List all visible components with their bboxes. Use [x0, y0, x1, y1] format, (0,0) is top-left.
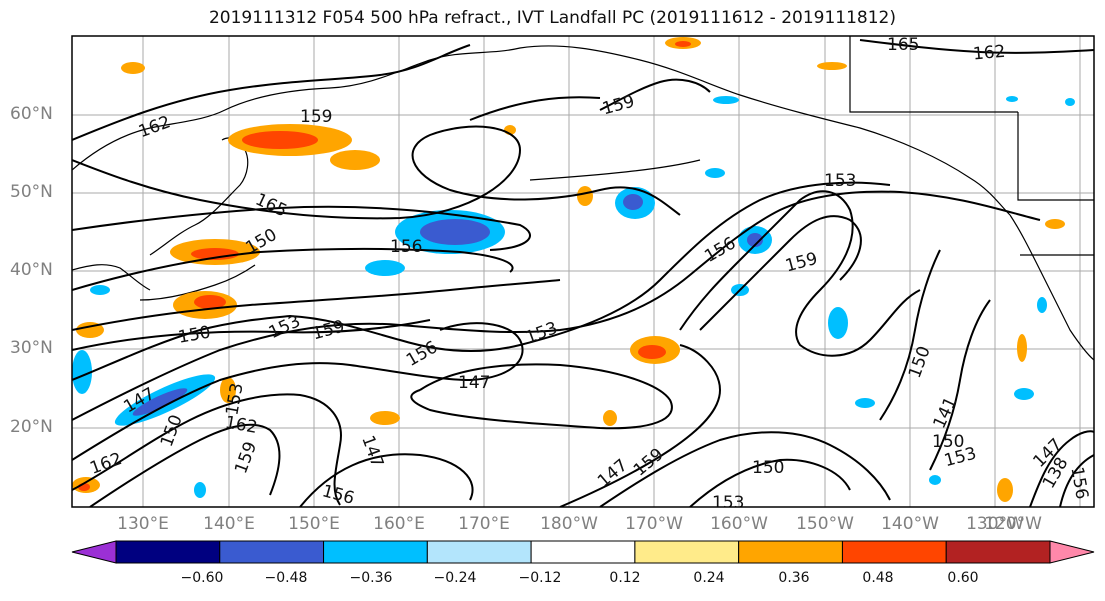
- contour-label: 162: [972, 42, 1006, 65]
- lon-label: 150°W: [796, 514, 854, 534]
- colorbar-tick-label: −0.48: [264, 570, 308, 586]
- contour-label: 156: [1066, 465, 1091, 500]
- colorbar-bin: [426, 540, 532, 564]
- colorbar-bin: [530, 540, 636, 564]
- contour-label: 153: [712, 493, 744, 513]
- lat-label: 50°N: [10, 182, 53, 202]
- map-title: 2019111312 F054 500 hPa refract., IVT La…: [208, 8, 896, 28]
- lat-label: 60°N: [10, 104, 53, 124]
- colorbar: [71, 540, 1095, 564]
- lon-label: 140°E: [203, 514, 255, 534]
- lon-label: 160°W: [710, 514, 768, 534]
- lon-label: 130°W: [966, 514, 1024, 534]
- contour-label: 159: [300, 107, 332, 127]
- colorbar-tick-label: −0.60: [180, 570, 224, 586]
- contour-label: 159: [630, 444, 668, 480]
- contour-label: 162: [136, 112, 173, 142]
- lon-label: 150°E: [288, 514, 340, 534]
- colorbar-tick-label: −0.24: [433, 570, 477, 586]
- lon-label: 170°E: [458, 514, 510, 534]
- colorbar-bin: [945, 540, 1051, 564]
- colorbar-extend-high: [1049, 540, 1095, 564]
- contour-label: 156: [390, 237, 422, 257]
- contour-label: 159: [783, 249, 820, 277]
- contour-label: 147: [458, 373, 490, 393]
- lon-label: 120°W: [984, 514, 1042, 534]
- colorbar-extend-low: [71, 540, 117, 564]
- contour-label: 153: [222, 381, 247, 416]
- colorbar-bin: [323, 540, 428, 564]
- contour-label: 153: [523, 318, 560, 348]
- lat-label: 40°N: [10, 260, 53, 280]
- height-contours: [72, 39, 1094, 507]
- contour-label: 153: [824, 171, 856, 191]
- colorbar-bin: [738, 540, 843, 564]
- contour-label: 159: [310, 317, 347, 345]
- colorbar-bin: [634, 540, 740, 564]
- contour-label: 147: [594, 455, 632, 491]
- colorbar-bin: [841, 540, 947, 564]
- colorbar-tick-label: −0.36: [349, 570, 393, 586]
- lat-label: 30°N: [10, 338, 53, 358]
- colorbar-bin: [219, 540, 325, 564]
- contour-label: 147: [357, 433, 387, 470]
- colorbar-tick-label: 0.36: [778, 570, 810, 586]
- lon-label: 140°W: [881, 514, 939, 534]
- colorbar-tick-label: 0.24: [693, 570, 725, 586]
- lon-label: 180°W: [540, 514, 598, 534]
- lon-label: 130°E: [117, 514, 169, 534]
- lon-label: 160°E: [373, 514, 425, 534]
- contour-label: 150: [932, 432, 964, 452]
- contour-labels: 162 165 159 162 165 159 156 153 156 159 …: [87, 35, 1091, 513]
- colorbar-tick-label: 0.48: [862, 570, 894, 586]
- contour-label: 165: [252, 190, 290, 222]
- anomaly-shading: [72, 37, 1075, 502]
- colorbar-tick-label: 0.12: [609, 570, 641, 586]
- contour-label: 159: [231, 439, 261, 476]
- lat-label: 20°N: [10, 417, 53, 437]
- contour-label: 150: [752, 458, 784, 478]
- contour-label: 162: [87, 449, 124, 479]
- contour-label: 156: [320, 481, 357, 509]
- map-frame: [71, 35, 1095, 508]
- contour-label: 150: [157, 412, 187, 449]
- colorbar-tick-label: 0.60: [947, 570, 979, 586]
- contour-label: 165: [887, 35, 919, 55]
- lon-label: 170°W: [625, 514, 683, 534]
- contour-label: 150: [177, 322, 212, 347]
- colorbar-tick-label: −0.12: [518, 570, 562, 586]
- colorbar-bin: [115, 540, 221, 564]
